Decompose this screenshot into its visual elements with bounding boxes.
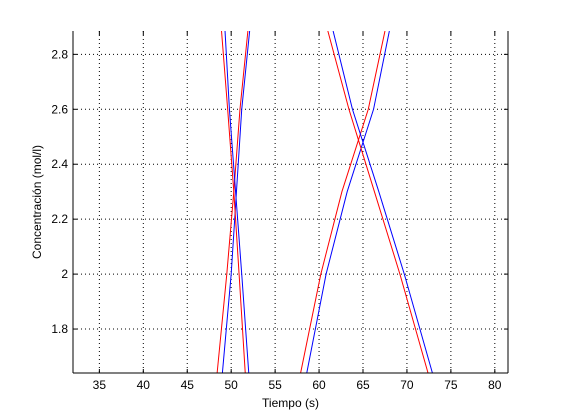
y-tick-label: 2 xyxy=(61,267,68,281)
series-line-7 xyxy=(327,31,429,373)
series-line-4 xyxy=(224,31,250,373)
series-line-8 xyxy=(332,31,433,373)
y-tick-label: 2.2 xyxy=(51,212,68,226)
y-tick-label: 1.8 xyxy=(51,322,68,336)
x-tick-label: 70 xyxy=(400,378,414,392)
x-tick-label: 65 xyxy=(356,378,370,392)
y-tick-label: 2.6 xyxy=(51,102,68,116)
x-tick-label: 80 xyxy=(488,378,502,392)
plot-area xyxy=(73,31,508,373)
y-tick-label: 2.4 xyxy=(51,157,68,171)
series-line-5 xyxy=(300,31,386,373)
x-tick-label: 35 xyxy=(93,378,107,392)
series-line-2 xyxy=(221,31,251,373)
x-axis-label: Tiempo (s) xyxy=(262,396,319,410)
x-tick-label: 60 xyxy=(312,378,326,392)
x-tick-label: 75 xyxy=(444,378,458,392)
y-axis-label: Concentración (mol/l) xyxy=(30,145,44,259)
x-tick-label: 50 xyxy=(225,378,239,392)
x-tick-label: 40 xyxy=(137,378,151,392)
series-line-6 xyxy=(306,31,390,373)
series-line-3 xyxy=(221,31,246,373)
y-tick-label: 2.8 xyxy=(51,47,68,61)
x-tick-label: 45 xyxy=(181,378,195,392)
x-tick-label: 55 xyxy=(268,378,282,392)
